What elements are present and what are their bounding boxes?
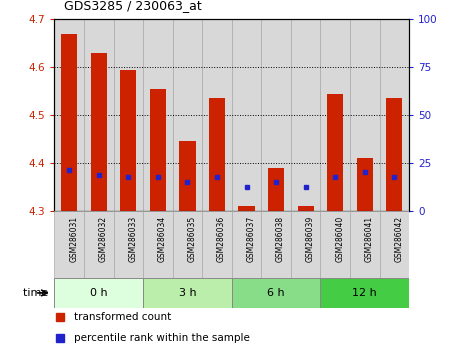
Bar xyxy=(173,19,202,211)
Bar xyxy=(209,98,225,211)
Bar xyxy=(232,211,261,278)
Text: GSM286032: GSM286032 xyxy=(99,216,108,262)
Text: 12 h: 12 h xyxy=(352,288,377,298)
Bar xyxy=(232,19,261,211)
Bar xyxy=(320,278,409,308)
Bar xyxy=(114,19,143,211)
Bar xyxy=(320,211,350,278)
Bar xyxy=(84,211,114,278)
Bar xyxy=(150,89,166,211)
Bar xyxy=(350,19,379,211)
Text: GSM286034: GSM286034 xyxy=(158,216,167,262)
Bar xyxy=(143,211,173,278)
Text: time: time xyxy=(23,288,52,298)
Text: GSM286037: GSM286037 xyxy=(246,216,255,262)
Text: GSM286042: GSM286042 xyxy=(394,216,403,262)
Bar xyxy=(379,211,409,278)
Text: 0 h: 0 h xyxy=(90,288,107,298)
Text: GSM286041: GSM286041 xyxy=(365,216,374,262)
Bar xyxy=(291,211,320,278)
Text: GSM286033: GSM286033 xyxy=(128,216,137,262)
Bar xyxy=(143,278,232,308)
Text: 6 h: 6 h xyxy=(267,288,285,298)
Bar xyxy=(54,211,84,278)
Bar xyxy=(298,206,314,211)
Bar xyxy=(54,278,143,308)
Text: GSM286036: GSM286036 xyxy=(217,216,226,262)
Bar xyxy=(179,141,195,211)
Bar xyxy=(232,278,320,308)
Text: GSM286040: GSM286040 xyxy=(335,216,344,262)
Bar xyxy=(173,211,202,278)
Text: GSM286039: GSM286039 xyxy=(306,216,315,262)
Text: GSM286031: GSM286031 xyxy=(69,216,78,262)
Text: percentile rank within the sample: percentile rank within the sample xyxy=(74,332,250,343)
Bar xyxy=(291,19,320,211)
Bar xyxy=(238,206,254,211)
Text: 3 h: 3 h xyxy=(179,288,196,298)
Bar xyxy=(114,211,143,278)
Bar xyxy=(202,19,232,211)
Text: transformed count: transformed count xyxy=(74,312,171,322)
Bar xyxy=(327,93,343,211)
Bar xyxy=(261,211,291,278)
Bar xyxy=(143,19,173,211)
Bar xyxy=(91,53,107,211)
Bar xyxy=(357,158,373,211)
Bar xyxy=(350,211,379,278)
Bar xyxy=(120,70,136,211)
Bar xyxy=(202,211,232,278)
Bar xyxy=(61,34,77,211)
Bar xyxy=(386,98,403,211)
Text: GSM286035: GSM286035 xyxy=(187,216,196,262)
Text: GDS3285 / 230063_at: GDS3285 / 230063_at xyxy=(64,0,201,12)
Bar xyxy=(261,19,291,211)
Bar xyxy=(84,19,114,211)
Bar xyxy=(320,19,350,211)
Text: GSM286038: GSM286038 xyxy=(276,216,285,262)
Bar xyxy=(268,168,284,211)
Bar xyxy=(54,19,84,211)
Bar xyxy=(379,19,409,211)
